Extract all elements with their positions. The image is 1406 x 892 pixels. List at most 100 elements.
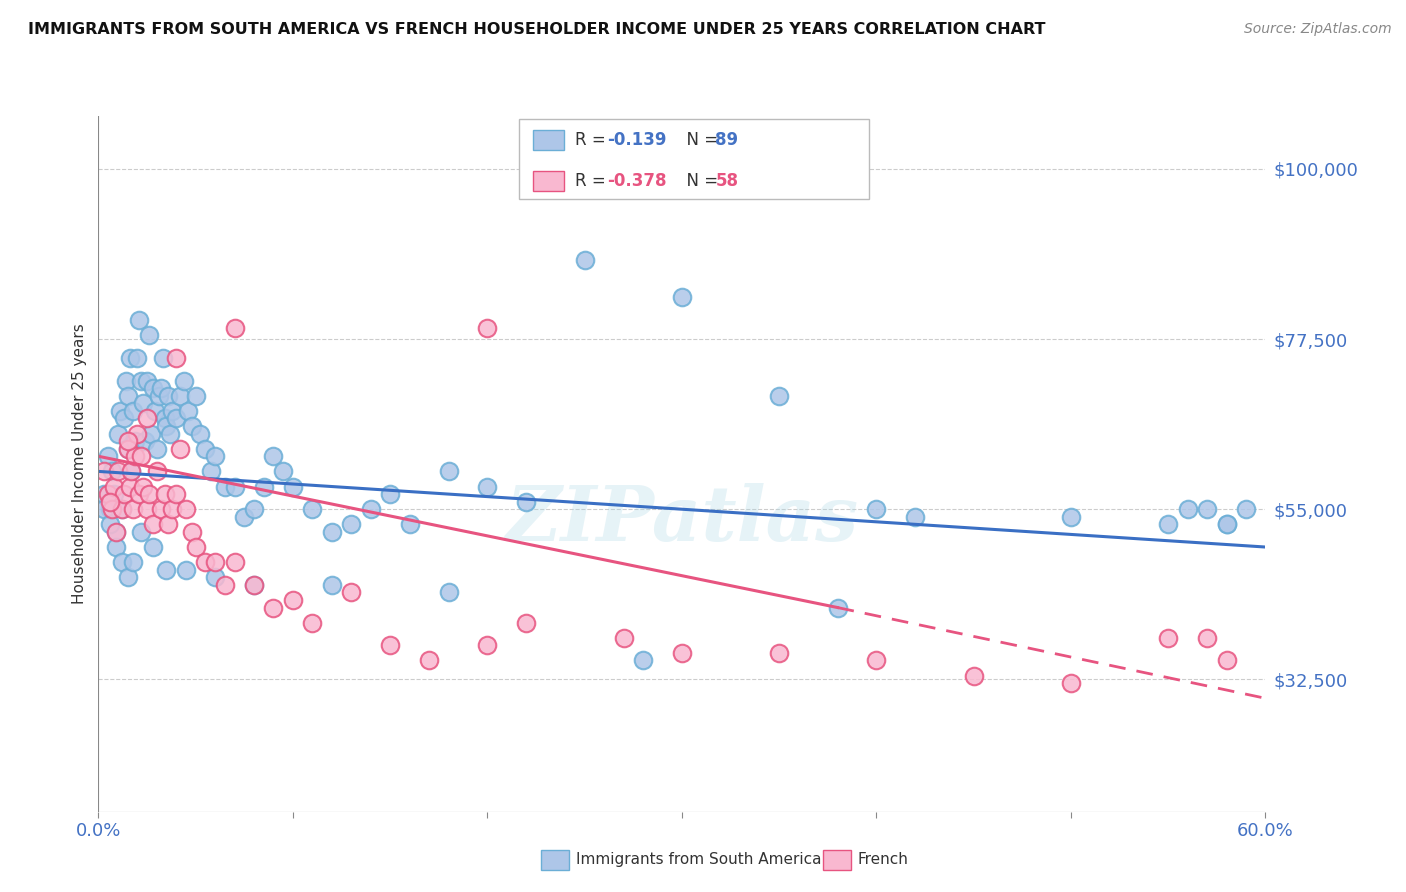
Point bbox=[98, 502, 121, 516]
Point bbox=[142, 517, 165, 532]
Point bbox=[360, 502, 382, 516]
Point bbox=[378, 487, 402, 501]
Point bbox=[204, 570, 226, 584]
Point bbox=[127, 351, 149, 365]
Point bbox=[93, 502, 115, 516]
Point bbox=[768, 389, 790, 403]
Point bbox=[107, 426, 129, 441]
Point bbox=[107, 464, 129, 478]
Point bbox=[962, 668, 984, 682]
Text: French: French bbox=[858, 853, 908, 867]
Point bbox=[153, 487, 176, 501]
Point bbox=[904, 509, 927, 524]
Point bbox=[136, 374, 159, 388]
Text: N =: N = bbox=[676, 131, 723, 149]
Point bbox=[224, 555, 246, 569]
Point bbox=[321, 578, 343, 592]
Point bbox=[152, 351, 174, 365]
Point bbox=[118, 479, 141, 493]
Point bbox=[98, 494, 121, 508]
Point bbox=[93, 487, 115, 501]
Point bbox=[174, 563, 197, 577]
Point bbox=[121, 464, 143, 478]
Point bbox=[122, 555, 145, 569]
Point bbox=[174, 502, 197, 516]
Point bbox=[155, 563, 177, 577]
Point bbox=[378, 638, 402, 652]
Point bbox=[117, 442, 139, 456]
Point bbox=[865, 502, 887, 516]
Point bbox=[138, 487, 160, 501]
Point bbox=[671, 290, 693, 304]
Point bbox=[188, 426, 211, 441]
Point bbox=[253, 479, 276, 493]
Point bbox=[162, 404, 184, 418]
Point bbox=[162, 502, 184, 516]
Point bbox=[93, 464, 115, 478]
Point bbox=[142, 540, 165, 554]
Point bbox=[129, 374, 152, 388]
Point bbox=[112, 411, 135, 425]
Point bbox=[136, 411, 159, 425]
Point bbox=[1195, 502, 1218, 516]
Text: Immigrants from South America: Immigrants from South America bbox=[576, 853, 823, 867]
Point bbox=[136, 502, 159, 516]
Point bbox=[149, 502, 172, 516]
Point bbox=[233, 509, 256, 524]
Point bbox=[111, 502, 134, 516]
Point bbox=[631, 653, 654, 667]
Point bbox=[129, 450, 152, 464]
Point bbox=[143, 404, 166, 418]
Point bbox=[214, 578, 236, 592]
Text: -0.378: -0.378 bbox=[607, 172, 666, 190]
Text: 89: 89 bbox=[716, 131, 738, 149]
Point bbox=[146, 442, 169, 456]
Point bbox=[124, 434, 146, 449]
Point bbox=[180, 419, 202, 434]
Point bbox=[1195, 631, 1218, 645]
Text: ZIPatlas: ZIPatlas bbox=[505, 483, 859, 557]
Point bbox=[129, 524, 152, 539]
Point bbox=[515, 615, 537, 630]
Point bbox=[122, 502, 145, 516]
Point bbox=[1060, 676, 1083, 690]
Point bbox=[224, 320, 246, 334]
Point bbox=[117, 389, 139, 403]
Point bbox=[155, 419, 177, 434]
Point bbox=[132, 479, 155, 493]
Point bbox=[173, 374, 195, 388]
Point bbox=[101, 464, 124, 478]
Point bbox=[128, 487, 150, 501]
Point bbox=[204, 555, 226, 569]
Point bbox=[111, 555, 134, 569]
Point bbox=[184, 540, 207, 554]
Text: -0.139: -0.139 bbox=[607, 131, 666, 149]
Y-axis label: Householder Income Under 25 years: Householder Income Under 25 years bbox=[72, 324, 87, 604]
Point bbox=[98, 517, 121, 532]
Point bbox=[112, 487, 135, 501]
Point bbox=[128, 313, 150, 327]
Point bbox=[398, 517, 420, 532]
Point bbox=[142, 381, 165, 395]
Point bbox=[1234, 502, 1257, 516]
Text: 58: 58 bbox=[716, 172, 738, 190]
Point bbox=[169, 442, 191, 456]
Point bbox=[117, 442, 139, 456]
Point bbox=[515, 494, 537, 508]
Point bbox=[159, 426, 181, 441]
Point bbox=[97, 487, 120, 501]
Point bbox=[243, 578, 266, 592]
Point bbox=[204, 450, 226, 464]
Point bbox=[865, 653, 887, 667]
Point bbox=[127, 426, 149, 441]
Point bbox=[281, 479, 304, 493]
Point bbox=[418, 653, 440, 667]
Point bbox=[97, 450, 120, 464]
Point bbox=[1157, 517, 1180, 532]
Point bbox=[149, 381, 172, 395]
Point bbox=[194, 442, 217, 456]
Point bbox=[117, 434, 139, 449]
Point bbox=[262, 600, 284, 615]
Point bbox=[138, 328, 160, 343]
Point bbox=[271, 464, 294, 478]
